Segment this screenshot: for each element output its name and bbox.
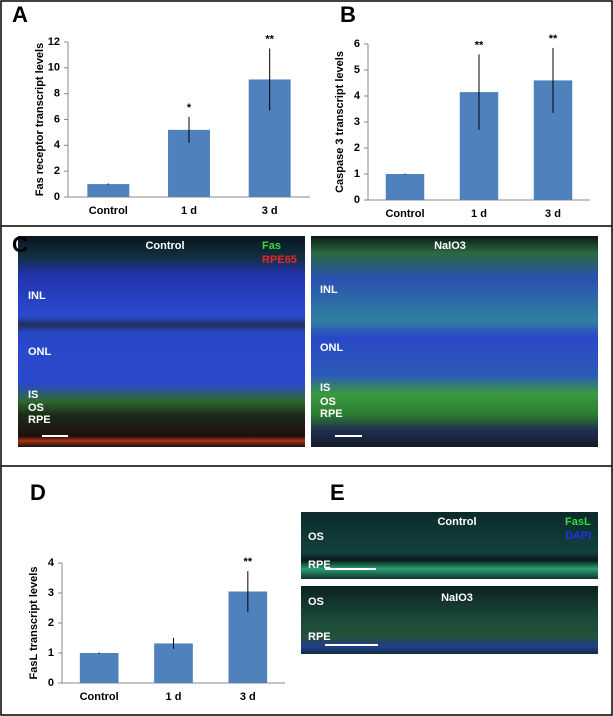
image-title: NaIO3 <box>434 240 466 252</box>
micrograph <box>18 236 305 447</box>
image-title: Control <box>145 240 184 252</box>
bar <box>79 653 119 683</box>
panel-letter: E <box>330 480 345 505</box>
y-tick-label: 4 <box>54 139 61 151</box>
y-tick-label: 3 <box>48 587 54 599</box>
x-tick-label: 1 d <box>166 691 182 703</box>
y-tick-label: 2 <box>354 142 360 154</box>
x-tick-label: Control <box>385 208 424 220</box>
y-tick-label: 4 <box>354 90 361 102</box>
micrograph <box>301 512 598 579</box>
y-tick-label: 6 <box>54 113 60 125</box>
layer-label: RPE <box>308 631 331 643</box>
significance-label: * <box>187 102 192 114</box>
y-tick-label: 0 <box>48 677 54 689</box>
significance-label: ** <box>475 39 484 51</box>
legend-entry: FasL <box>565 516 591 528</box>
panel-letter: C <box>12 232 28 257</box>
layer-label: RPE <box>308 559 331 571</box>
layer-label: OS <box>320 396 336 408</box>
y-tick-label: 8 <box>54 88 60 100</box>
y-tick-label: 3 <box>354 116 360 128</box>
x-tick-label: 1 d <box>471 208 487 220</box>
y-axis-label: Caspase 3 transcript levels <box>334 51 346 193</box>
panel-letter: D <box>30 480 46 505</box>
y-axis-label: FasL transcript levels <box>28 567 40 680</box>
y-tick-label: 2 <box>54 165 60 177</box>
y-tick-label: 5 <box>354 64 360 76</box>
micrograph <box>301 586 598 654</box>
y-axis-label: Fas receptor transcript levels <box>34 43 46 196</box>
x-tick-label: Control <box>89 205 128 217</box>
legend-entry: DAPI <box>565 530 591 542</box>
layer-label: ONL <box>320 342 344 354</box>
y-tick-label: 2 <box>48 617 54 629</box>
significance-label: ** <box>265 33 274 45</box>
micrograph <box>311 236 598 447</box>
layer-label: INL <box>320 284 338 296</box>
y-tick-label: 6 <box>354 38 360 50</box>
panel-letter: A <box>12 2 28 27</box>
x-tick-label: 3 d <box>262 205 278 217</box>
significance-label: ** <box>244 556 253 568</box>
panel-letter: B <box>340 2 356 27</box>
legend-entry: Fas <box>262 240 281 252</box>
x-tick-label: 3 d <box>240 691 256 703</box>
y-tick-label: 0 <box>54 191 60 203</box>
significance-label: ** <box>549 33 558 45</box>
x-tick-label: 1 d <box>181 205 197 217</box>
layer-label: OS <box>28 402 44 414</box>
x-tick-label: 3 d <box>545 208 561 220</box>
y-tick-label: 12 <box>48 36 60 48</box>
y-tick-label: 10 <box>48 62 60 74</box>
y-tick-label: 1 <box>354 168 360 180</box>
image-title: Control <box>437 516 476 528</box>
x-tick-label: Control <box>80 691 119 703</box>
image-title: NaIO3 <box>441 592 473 604</box>
layer-label: RPE <box>28 414 51 426</box>
bar <box>154 643 193 683</box>
y-tick-label: 1 <box>48 647 54 659</box>
layer-label: INL <box>28 290 46 302</box>
bar <box>87 184 130 197</box>
layer-label: ONL <box>28 346 52 358</box>
y-tick-label: 4 <box>48 557 55 569</box>
layer-label: OS <box>308 596 324 608</box>
bar <box>385 174 425 200</box>
y-tick-label: 0 <box>354 194 360 206</box>
layer-label: IS <box>320 382 330 394</box>
layer-label: OS <box>308 531 324 543</box>
layer-label: IS <box>28 389 38 401</box>
legend-entry: RPE65 <box>262 254 297 266</box>
layer-label: RPE <box>320 408 343 420</box>
